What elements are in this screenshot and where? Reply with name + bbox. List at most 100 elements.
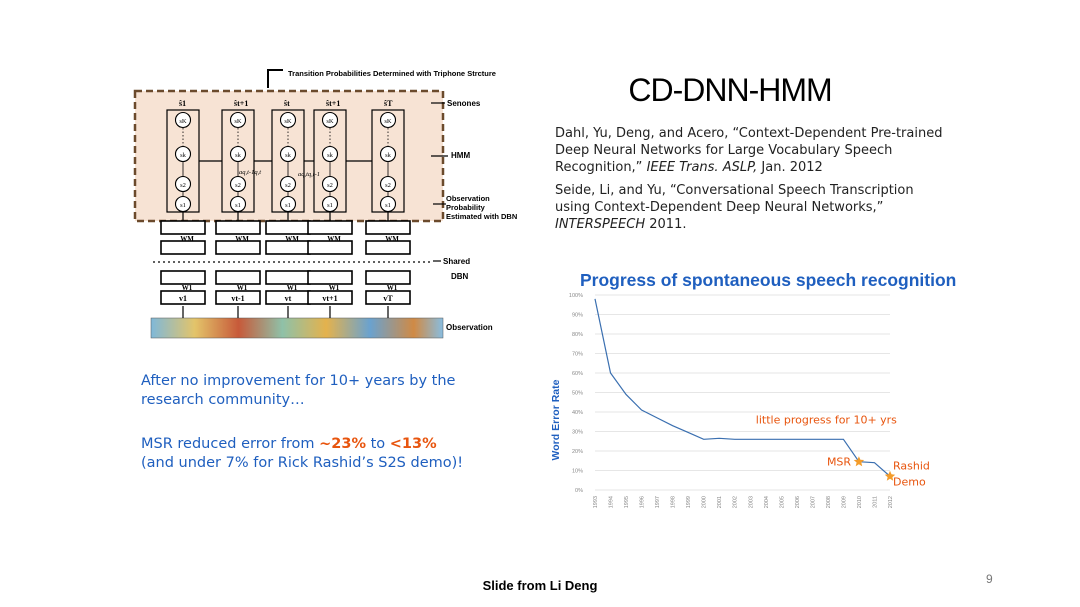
hmm-columns: ŝ1 sK sk s2 s1 v1 WM W1 ŝt+1 sK sk s2 s1 vt-1 WM W1 ŝt sK… (153, 99, 433, 305)
spectrogram (150, 317, 444, 339)
input-label: vt+1 (322, 294, 337, 303)
transition-label: Transition Probabilities Determined with… (288, 69, 496, 78)
hmm-state (321, 195, 339, 213)
y-tick-label: 20% (572, 449, 583, 455)
hmm-state-label: s1 (235, 202, 241, 209)
x-tick-label: 2005 (779, 496, 785, 508)
weight-label: WM (385, 235, 399, 243)
hmm-state-label: sk (235, 152, 242, 159)
chart-annotations: little progress for 10+ yrs MSR Rashid Demo (756, 414, 930, 489)
y-tick-label: 40% (572, 410, 583, 416)
dbn-layer (307, 240, 353, 255)
x-tick-label: 2011 (872, 496, 878, 508)
input-label: vT (383, 294, 393, 303)
chart-title: Progress of spontaneous speech recogniti… (580, 270, 957, 290)
hmm-state (321, 111, 339, 129)
dbn-layer (215, 290, 261, 305)
dbn-layer (365, 220, 411, 235)
hmm-state-label: s1 (180, 202, 186, 209)
transition-prob-label: aq,t-1q,t (239, 169, 261, 176)
hmm-state (229, 195, 247, 213)
hmm-state-label: sk (385, 152, 392, 159)
input-label: vt-1 (231, 294, 244, 303)
hmm-label: HMM (451, 151, 470, 160)
hmm-state (174, 145, 192, 163)
y-axis-label: Word Error Rate (550, 379, 562, 460)
weight-label: W1 (287, 284, 298, 292)
dbn-layer (265, 220, 311, 235)
y-axis-ticks: 0% 10% 20% 30% 40% 50% 60% 70% 80% 90% 100% (569, 293, 583, 494)
dbn-layer (215, 270, 261, 285)
x-tick-label: 1995 (624, 496, 630, 508)
x-tick-label: 2009 (841, 496, 847, 508)
hmm-state-label: s1 (327, 202, 333, 209)
hmm-state-label: s2 (327, 182, 333, 189)
hmm-state (229, 111, 247, 129)
weight-label: WM (327, 235, 341, 243)
x-tick-label: 1994 (609, 496, 615, 508)
hmm-state-label: sK (284, 118, 292, 125)
x-tick-label: 2004 (764, 496, 770, 508)
star-marker (853, 456, 865, 467)
senones-label: Senones (447, 99, 481, 108)
reference-seide: Seide, Li, and Yu, “Conversational Speec… (555, 183, 914, 232)
hmm-state-label: s2 (235, 182, 241, 189)
hmm-state (379, 111, 397, 129)
hmm-state-label: sk (285, 152, 292, 159)
dbn-layer (160, 290, 206, 305)
hmm-state-label: sK (326, 118, 334, 125)
annotation-msr: MSR (827, 456, 851, 469)
input-label: v1 (179, 294, 187, 303)
hmm-state (379, 145, 397, 163)
transition-prob-label: aq,tq,t-1 (298, 171, 320, 178)
cd-dnn-hmm-diagram: Transition Probabilities Determined with… (133, 69, 518, 339)
x-tick-label: 1993 (593, 496, 599, 508)
x-tick-label: 2000 (702, 496, 708, 508)
hmm-state-label: sK (384, 118, 392, 125)
y-tick-label: 0% (575, 488, 583, 494)
dbn-layer (160, 270, 206, 285)
hmm-state (279, 111, 297, 129)
annotation-little-progress: little progress for 10+ yrs (756, 414, 897, 427)
y-tick-label: 70% (572, 352, 583, 358)
y-tick-label: 10% (572, 469, 583, 475)
senone-label: ŝT (384, 99, 393, 108)
dbn-layer (160, 220, 206, 235)
annotation-rashid-demo: Rashid Demo (893, 459, 930, 488)
dbn-layer (365, 240, 411, 255)
series-line (594, 298, 891, 477)
references: Dahl, Yu, Deng, and Acero, “Context-Depe… (555, 125, 945, 239)
hmm-state (229, 175, 247, 193)
shared-label: Shared (443, 257, 470, 266)
dbn-layer (307, 290, 353, 305)
hmm-state-label: sk (327, 152, 334, 159)
weight-label: WM (235, 235, 249, 243)
hmm-state (229, 145, 247, 163)
x-tick-label: 2001 (717, 496, 723, 508)
obs-prob-label: Observation Probability Estimated with D… (446, 194, 518, 221)
hmm-state-label: sK (234, 118, 242, 125)
x-tick-label: 1996 (640, 496, 646, 508)
weight-label: W1 (387, 284, 398, 292)
x-tick-label: 2002 (733, 496, 739, 508)
y-tick-label: 100% (569, 293, 583, 299)
y-tick-label: 60% (572, 371, 583, 377)
x-tick-label: 1997 (655, 496, 661, 508)
dbn-layer (307, 270, 353, 285)
star-marker (884, 470, 896, 481)
weight-label: WM (180, 235, 194, 243)
senone-label: ŝt+1 (326, 99, 340, 108)
x-tick-label: 1999 (686, 496, 692, 508)
senone-label: ŝt+1 (234, 99, 248, 108)
x-tick-label: 2012 (888, 496, 894, 508)
note-value-23: ~23% (319, 436, 366, 452)
senone-label: ŝ1 (179, 99, 186, 108)
hmm-state (379, 175, 397, 193)
input-label: vt (285, 294, 292, 303)
reference-dahl: Dahl, Yu, Deng, and Acero, “Context-Depe… (555, 126, 943, 175)
hmm-state (379, 195, 397, 213)
weight-label: W1 (329, 284, 340, 292)
note-msr-reduced: MSR reduced error from ~23% to <13% (and… (141, 436, 464, 471)
x-tick-label: 1998 (671, 496, 677, 508)
dbn-layer (365, 290, 411, 305)
